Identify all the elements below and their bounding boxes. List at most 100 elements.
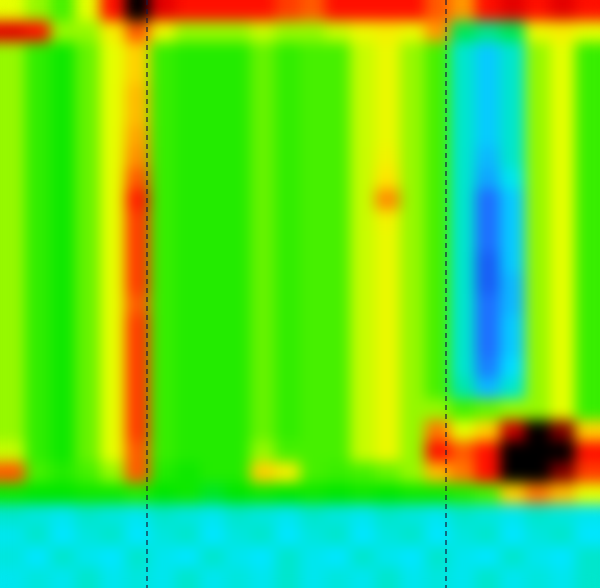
heat-cell <box>225 336 251 358</box>
heat-cell <box>150 273 176 295</box>
heat-cell <box>50 126 76 148</box>
heat-cell <box>450 126 476 148</box>
heat-cell <box>200 168 226 190</box>
heat-cell <box>200 420 226 442</box>
heat-cell <box>475 0 501 22</box>
heat-cell <box>100 378 126 400</box>
heat-cell <box>500 357 526 379</box>
heat-cell <box>200 399 226 421</box>
heat-cell <box>0 315 26 337</box>
heat-cell <box>375 462 401 484</box>
heat-cell <box>550 399 576 421</box>
heat-cell <box>400 336 426 358</box>
heat-cell <box>50 357 76 379</box>
heat-cell <box>400 294 426 316</box>
heat-cell <box>250 525 276 547</box>
heat-cell <box>275 126 301 148</box>
heat-cell <box>0 231 26 253</box>
heat-cell <box>300 84 326 106</box>
heat-cell <box>300 231 326 253</box>
heat-cell <box>575 147 600 169</box>
heat-cell <box>475 357 501 379</box>
heat-cell <box>525 252 551 274</box>
heat-cell <box>100 21 126 43</box>
heat-cell <box>275 189 301 211</box>
heat-cell <box>575 231 600 253</box>
heat-cell <box>250 252 276 274</box>
heat-cell <box>575 252 600 274</box>
heat-cell <box>200 21 226 43</box>
heat-cell <box>200 147 226 169</box>
heat-cell <box>375 63 401 85</box>
heat-cell <box>400 210 426 232</box>
heat-cell <box>0 126 26 148</box>
heat-cell <box>425 105 451 127</box>
heat-cell <box>100 63 126 85</box>
heat-cell <box>450 420 476 442</box>
heat-cell <box>325 84 351 106</box>
heat-cell <box>350 126 376 148</box>
heat-cell <box>400 525 426 547</box>
heat-cell <box>75 231 101 253</box>
heat-cell <box>375 84 401 106</box>
heat-cell <box>275 105 301 127</box>
heat-cell <box>450 210 476 232</box>
heat-cell <box>50 105 76 127</box>
heat-cell <box>525 504 551 526</box>
heat-cell <box>575 504 600 526</box>
heat-cell <box>225 252 251 274</box>
heat-cell <box>550 462 576 484</box>
heat-cell <box>200 252 226 274</box>
heat-cell <box>175 546 201 568</box>
heat-cell <box>400 315 426 337</box>
heat-cell <box>0 168 26 190</box>
heat-cell <box>50 504 76 526</box>
heat-cell <box>75 315 101 337</box>
heat-cell <box>300 273 326 295</box>
heat-cell <box>175 483 201 505</box>
heat-cell <box>550 420 576 442</box>
heat-cell <box>525 441 551 463</box>
heat-cell <box>475 315 501 337</box>
heat-cell <box>175 210 201 232</box>
heat-cell <box>450 252 476 274</box>
heat-cell <box>200 525 226 547</box>
heat-cell <box>75 84 101 106</box>
heat-cell <box>525 546 551 568</box>
heat-cell <box>325 315 351 337</box>
heat-cell <box>575 462 600 484</box>
heat-cell <box>225 231 251 253</box>
heat-cell <box>100 504 126 526</box>
heat-cell <box>50 336 76 358</box>
heat-cell <box>0 441 26 463</box>
heat-cell <box>550 126 576 148</box>
heat-cell <box>300 252 326 274</box>
heat-cell <box>50 546 76 568</box>
heat-cell <box>525 84 551 106</box>
heat-cell <box>500 252 526 274</box>
heat-cell <box>350 483 376 505</box>
heat-cell <box>525 21 551 43</box>
heat-cell <box>25 147 51 169</box>
heat-cell <box>225 105 251 127</box>
heat-cell <box>375 336 401 358</box>
heat-cell <box>425 147 451 169</box>
heat-cell <box>175 105 201 127</box>
heat-cell <box>175 147 201 169</box>
heat-cell <box>400 126 426 148</box>
heat-cell <box>75 252 101 274</box>
heat-cell <box>450 441 476 463</box>
heat-cell <box>25 315 51 337</box>
heat-cell <box>150 168 176 190</box>
heat-cell <box>100 462 126 484</box>
heat-cell <box>475 441 501 463</box>
heat-cell <box>550 336 576 358</box>
heat-cell <box>275 315 301 337</box>
heat-cell <box>325 63 351 85</box>
heat-cell <box>150 546 176 568</box>
heat-cell <box>0 525 26 547</box>
heat-cell <box>325 42 351 64</box>
heat-cell <box>200 105 226 127</box>
heat-cell <box>300 567 326 588</box>
heat-cell <box>225 294 251 316</box>
